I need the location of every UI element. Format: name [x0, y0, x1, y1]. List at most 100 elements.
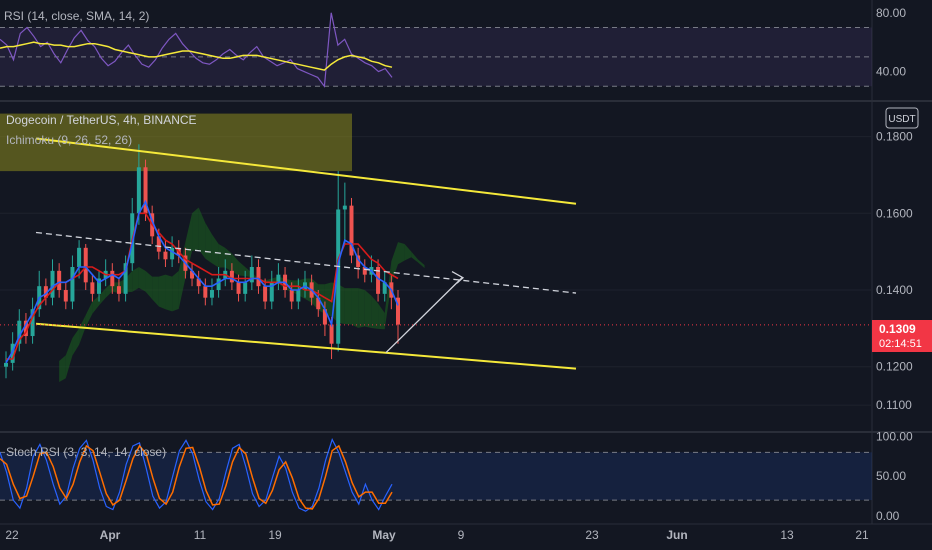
projection-arrow — [385, 277, 463, 353]
time-axis[interactable]: 22 Apr 11 19 May 9 23 Jun 13 21 — [5, 528, 869, 542]
candle-body — [336, 209, 341, 344]
candle-body — [63, 290, 68, 302]
candle-body — [17, 320, 22, 344]
candle-body — [229, 270, 234, 283]
cloud-segment — [132, 267, 139, 292]
candle-body — [376, 267, 381, 294]
candle-body — [249, 267, 254, 283]
candle-body — [362, 267, 367, 275]
cloud-segment — [59, 355, 66, 383]
rsi-tick-label: 40.00 — [876, 65, 906, 79]
cloud-segment — [384, 261, 392, 330]
time-tick-label: 23 — [585, 528, 599, 542]
candle-body — [342, 205, 347, 210]
cloud-segment — [138, 267, 146, 292]
time-tick-label: May — [372, 528, 396, 542]
candle-body — [116, 286, 121, 294]
price-axis[interactable]: 80.00 40.00 100.00 50.00 0.00 0.1800 0.1600 0.1… — [876, 6, 913, 523]
cloud-segment — [165, 274, 173, 312]
cloud-segment — [218, 243, 226, 268]
currency-badge[interactable]: USDT — [885, 107, 919, 129]
rsi-series-1 — [0, 41, 393, 71]
cloud-segment — [371, 295, 379, 329]
candle-body — [83, 247, 88, 283]
candle-body — [190, 270, 195, 279]
price-tick-label: 0.1600 — [876, 206, 913, 220]
candle-body — [90, 282, 95, 294]
cloud-segment — [231, 253, 239, 276]
time-tick-label: Apr — [100, 528, 121, 542]
candle-body — [396, 297, 400, 325]
candle-body — [256, 267, 261, 287]
time-tick-label: 11 — [194, 528, 207, 542]
candle-body — [316, 297, 321, 310]
tenkan-line — [5, 199, 399, 364]
candle-body — [70, 267, 75, 302]
candle-body — [23, 320, 28, 337]
cloud-segment — [351, 288, 359, 328]
candle-body — [110, 270, 115, 287]
time-tick-label: 21 — [855, 528, 869, 542]
candle-body — [143, 167, 148, 214]
cloud-segment — [364, 290, 372, 329]
candle-body — [97, 278, 102, 294]
current-price-value: 0.1309 — [879, 322, 916, 336]
stoch-tick-label: 0.00 — [876, 509, 900, 523]
cloud-segment — [378, 303, 385, 330]
candle-body — [356, 255, 361, 267]
cloud-segment — [158, 274, 166, 310]
candle-body — [170, 247, 175, 260]
price-panel — [0, 113, 872, 406]
rsi-series-0 — [0, 12, 393, 88]
cloud-segment — [145, 270, 153, 300]
cloud-segment — [172, 270, 179, 312]
candle-body — [243, 282, 248, 294]
stoch-tick-label: 100.00 — [876, 429, 913, 443]
time-tick-label: 9 — [458, 528, 465, 542]
candle-body — [57, 270, 62, 291]
cloud-segment — [79, 314, 86, 345]
time-tick-label: 22 — [5, 528, 19, 542]
symbol-title[interactable]: Dogecoin / TetherUS, 4h, BINANCE — [6, 113, 197, 127]
candle-body — [77, 247, 82, 267]
candle-body — [289, 290, 294, 302]
candle-body — [269, 282, 274, 302]
cloud-segment — [105, 282, 113, 298]
time-tick-label: Jun — [666, 528, 687, 542]
current-price-badge-box — [872, 320, 932, 352]
candle-body — [263, 286, 268, 302]
cloud-segment — [85, 301, 93, 327]
currency-badge-label: USDT — [888, 114, 915, 125]
candle-body — [203, 286, 208, 298]
candle-body — [276, 274, 281, 283]
cloud-segment — [92, 295, 100, 314]
stoch-band-fill — [0, 452, 872, 501]
time-tick-label: 13 — [780, 528, 794, 542]
cloud-segment — [398, 242, 405, 265]
cloud-segment — [358, 288, 365, 328]
price-tick-label: 0.1200 — [876, 360, 913, 374]
time-tick-label: 19 — [268, 528, 282, 542]
cloud-segment — [391, 242, 398, 284]
channel-midline — [35, 231, 577, 294]
price-tick-label: 0.1400 — [876, 283, 913, 297]
candle-body — [163, 251, 168, 260]
candle-body — [10, 343, 15, 363]
cloud-segment — [211, 234, 219, 268]
stoch-series-1 — [0, 444, 393, 510]
stoch-rsi-title[interactable]: Stoch RSI (3, 3, 14, 14, close) — [6, 445, 166, 459]
candle-body — [209, 290, 214, 298]
candle-body — [329, 324, 334, 344]
candle-body — [322, 309, 327, 325]
ichimoku-label[interactable]: Ichimoku (9, 26, 52, 26) — [6, 133, 132, 147]
cloud-segment — [192, 207, 199, 252]
stoch-rsi-panel — [0, 438, 872, 512]
rsi-title[interactable]: RSI (14, close, SMA, 14, 2) — [4, 9, 149, 23]
cloud-segment — [417, 259, 425, 269]
supply-zone — [0, 113, 352, 172]
candle-body — [43, 286, 48, 298]
candle-body — [30, 309, 35, 337]
